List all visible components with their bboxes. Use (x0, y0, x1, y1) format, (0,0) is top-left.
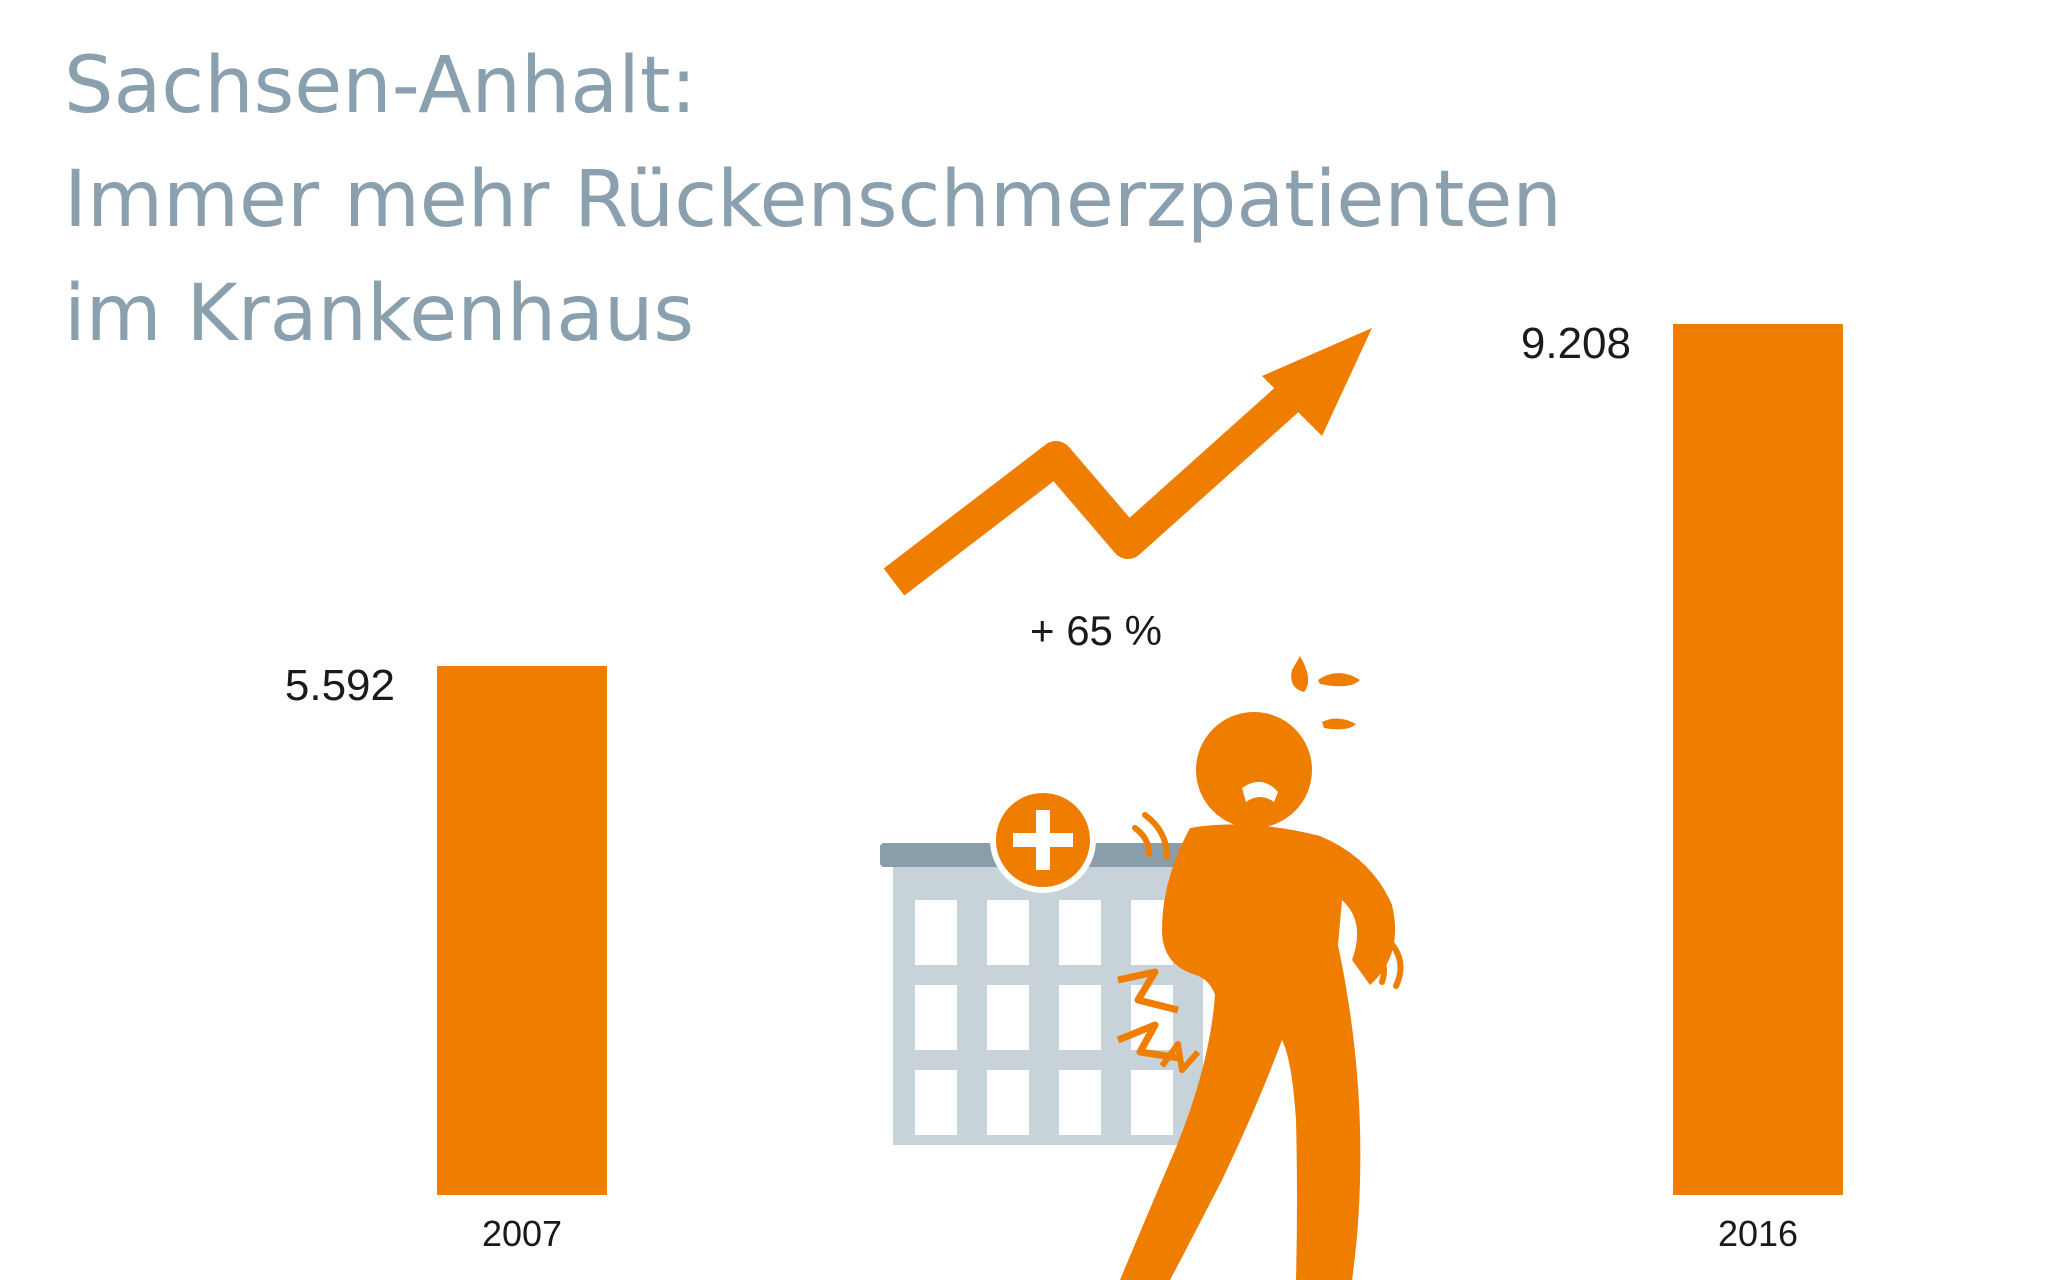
title-line-3: im Krankenhaus (64, 269, 694, 359)
bars-group: 5.592 2007 9.208 2016 (285, 319, 1843, 1254)
title-line-1: Sachsen-Anhalt: (64, 41, 697, 131)
title-line-2: Immer mehr Rückenschmerzpatienten (64, 155, 1562, 245)
bar-2007 (437, 666, 607, 1195)
back-pain-person-icon (1116, 656, 1404, 1280)
trend-arrow-icon (883, 328, 1372, 596)
category-label-2016: 2016 (1718, 1213, 1798, 1254)
chart-title: Sachsen-Anhalt: Immer mehr Rückenschmerz… (64, 41, 1562, 359)
change-label: + 65 % (1030, 607, 1162, 654)
value-label-2016: 9.208 (1521, 319, 1631, 368)
hospital-cross-icon (990, 787, 1096, 893)
value-label-2007: 5.592 (285, 661, 395, 710)
bar-2016 (1673, 324, 1843, 1195)
category-label-2007: 2007 (482, 1213, 562, 1254)
